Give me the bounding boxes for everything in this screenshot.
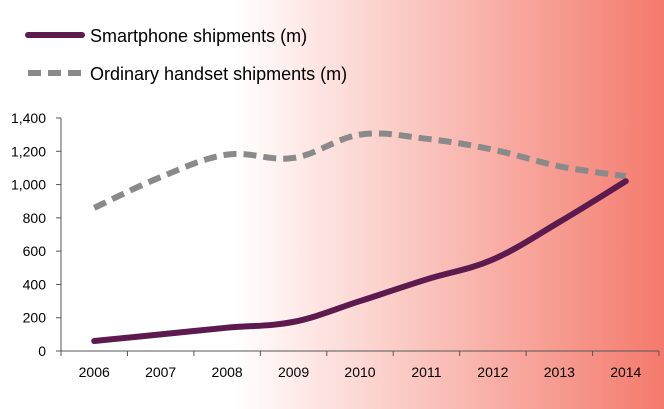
y-tick-label: 0 bbox=[38, 343, 46, 359]
y-tick-label: 200 bbox=[23, 310, 47, 326]
legend-label-smartphone: Smartphone shipments (m) bbox=[90, 26, 307, 46]
axes bbox=[56, 117, 660, 356]
x-tick-label: 2007 bbox=[145, 364, 176, 380]
y-tick-label: 400 bbox=[23, 276, 47, 292]
series-line-smartphone bbox=[91, 178, 629, 345]
x-tick-label: 2013 bbox=[544, 364, 575, 380]
legend-label-ordinary-handset: Ordinary handset shipments (m) bbox=[90, 64, 347, 84]
x-tick-label: 2006 bbox=[79, 364, 110, 380]
x-tick-label: 2009 bbox=[278, 364, 309, 380]
legend: Smartphone shipments (m) Ordinary handse… bbox=[25, 26, 347, 84]
x-tick-label: 2010 bbox=[344, 364, 375, 380]
x-tick-label: 2012 bbox=[477, 364, 508, 380]
x-tick-label: 2008 bbox=[212, 364, 243, 380]
y-tick-label: 1,200 bbox=[11, 143, 46, 159]
y-tick-label: 800 bbox=[23, 210, 47, 226]
y-tick-label: 1,000 bbox=[11, 177, 46, 193]
y-tick-label: 1,400 bbox=[11, 110, 46, 126]
y-axis-tick-labels: 0 200 400 600 800 1,000 1,200 1,400 bbox=[11, 110, 46, 359]
x-tick-label: 2014 bbox=[610, 364, 641, 380]
x-axis-tick-labels: 2006 2007 2008 2009 2010 2011 2012 2013 2014 bbox=[79, 364, 642, 380]
series-line-ordinary-handset bbox=[92, 130, 627, 211]
y-tick-label: 600 bbox=[23, 243, 47, 259]
x-tick-label: 2011 bbox=[411, 364, 441, 380]
series-lines bbox=[91, 130, 629, 345]
